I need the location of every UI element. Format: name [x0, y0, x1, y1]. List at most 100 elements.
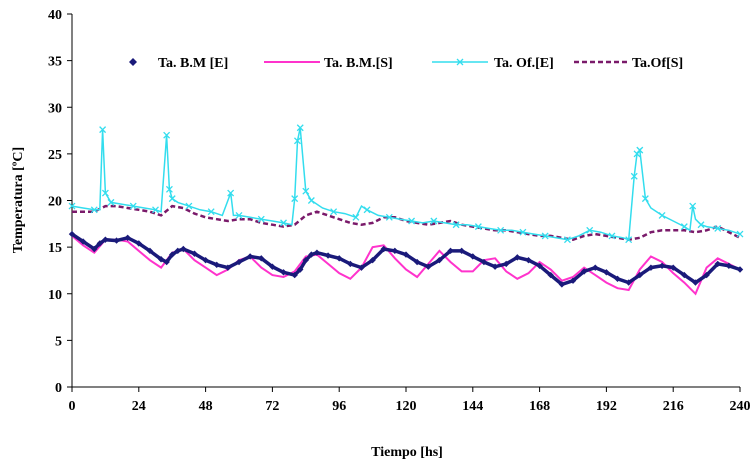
data-point: [408, 217, 416, 225]
data-point: [296, 124, 304, 132]
data-point: [257, 215, 265, 223]
data-point: [124, 234, 131, 241]
y-tick-label: 5: [55, 334, 62, 349]
data-point: [302, 256, 309, 264]
data-point: [91, 245, 98, 253]
data-point: [191, 250, 198, 257]
data-point: [736, 230, 744, 238]
data-point: [391, 247, 399, 255]
data-point: [269, 263, 276, 270]
data-point: [324, 252, 332, 259]
data-point: [146, 247, 154, 255]
data-point: [413, 258, 421, 266]
data-point: [135, 240, 142, 247]
data-point: [168, 195, 176, 203]
x-tick-label: 120: [396, 399, 417, 414]
series-2: [68, 124, 744, 244]
data-point: [633, 150, 641, 158]
data-point: [258, 255, 265, 262]
series-1: [71, 235, 741, 296]
data-point: [297, 266, 304, 273]
data-point: [336, 255, 343, 262]
data-point: [291, 195, 299, 203]
data-point: [697, 221, 705, 229]
data-point: [636, 146, 644, 154]
data-point: [692, 279, 699, 286]
legend-label: Ta. Of.[E]: [494, 56, 554, 71]
data-point: [235, 258, 243, 266]
data-point: [165, 185, 173, 193]
data-point: [129, 202, 137, 210]
data-point: [458, 247, 465, 255]
data-point: [102, 236, 109, 243]
legend-label: Ta. B.M [E]: [158, 56, 228, 71]
data-point: [447, 247, 454, 255]
data-point: [603, 269, 610, 276]
data-point: [330, 208, 338, 216]
x-tick-label: 144: [462, 399, 483, 414]
data-point: [246, 253, 254, 260]
data-point: [169, 251, 176, 258]
data-point: [380, 245, 387, 253]
y-tick-label: 40: [48, 8, 62, 23]
data-point: [96, 240, 104, 247]
legend-item: Ta. Of.[E]: [432, 56, 554, 71]
data-point: [569, 277, 577, 284]
data-point: [180, 245, 187, 253]
data-point: [725, 262, 733, 269]
data-point: [491, 263, 499, 270]
data-point: [608, 232, 616, 240]
data-point: [213, 261, 220, 269]
data-point: [630, 172, 638, 180]
series-line: [71, 127, 741, 241]
y-tick-label: 0: [55, 381, 62, 396]
x-tick-label: 48: [199, 399, 213, 414]
data-point: [625, 236, 633, 244]
data-point: [79, 238, 87, 245]
data-point: [474, 223, 482, 231]
data-point: [681, 271, 688, 279]
data-point: [352, 213, 360, 221]
legend: Ta. B.M [E] Ta. B.M.[S] Ta. Of.[E] Ta.Of[S]: [129, 56, 683, 71]
y-axis-ticks: 0 5 10 15 20 25 30 35 40: [48, 8, 72, 396]
x-tick-label: 168: [529, 399, 550, 414]
data-point: [227, 189, 235, 197]
data-point: [563, 236, 571, 244]
series-line: [71, 235, 741, 296]
data-point: [369, 256, 376, 264]
x-tick-label: 240: [730, 399, 751, 414]
data-point: [224, 264, 232, 271]
data-point: [308, 251, 315, 258]
data-point: [99, 126, 107, 134]
data-point: [157, 256, 165, 263]
data-point: [280, 219, 287, 227]
data-point: [107, 198, 115, 206]
data-point: [703, 271, 710, 279]
y-tick-label: 15: [48, 241, 62, 256]
y-tick-label: 30: [48, 101, 62, 116]
data-point: [185, 202, 193, 210]
data-point: [163, 131, 171, 139]
data-point: [402, 251, 410, 258]
data-point: [536, 262, 543, 269]
data-point: [469, 253, 476, 260]
data-point: [525, 256, 532, 264]
data-point: [452, 221, 460, 229]
y-tick-label: 20: [48, 195, 62, 210]
data-point: [68, 202, 76, 210]
y-tick-label: 10: [48, 288, 62, 303]
data-point: [302, 187, 310, 195]
data-point: [291, 271, 298, 279]
data-point: [235, 211, 243, 219]
x-tick-label: 192: [596, 399, 617, 414]
data-point: [358, 264, 365, 271]
x-tick-label: 72: [265, 399, 279, 414]
data-point: [714, 260, 721, 268]
series-3: [72, 204, 741, 241]
data-point: [430, 217, 438, 225]
data-point: [425, 263, 432, 270]
legend-label: Ta. B.M.[S]: [324, 56, 393, 71]
data-point: [558, 281, 566, 288]
